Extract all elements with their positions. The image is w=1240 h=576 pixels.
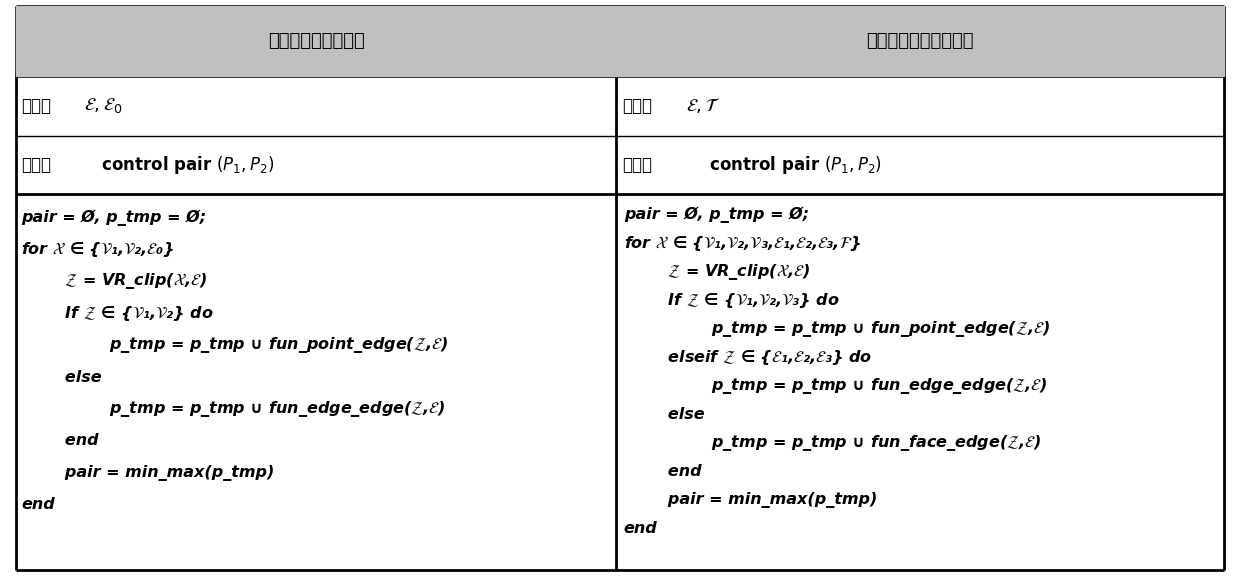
Text: $\mathit{\mathcal{E},\mathcal{T}}$: $\mathit{\mathcal{E},\mathcal{T}}$	[686, 97, 720, 115]
Text: end: end	[21, 497, 55, 512]
Text: pair = Ø, p_tmp = Ø;: pair = Ø, p_tmp = Ø;	[624, 207, 808, 223]
Text: pair = Ø, p_tmp = Ø;: pair = Ø, p_tmp = Ø;	[21, 209, 206, 226]
Text: for $\mathcal{X}$ ∈ {$\mathcal{V}$₁,$\mathcal{V}$₂,$\mathcal{V}$₃,$\mathcal{E}$₁: for $\mathcal{X}$ ∈ {$\mathcal{V}$₁,$\ma…	[624, 234, 861, 253]
Text: 输出：: 输出：	[21, 156, 51, 174]
Text: elseif $\mathcal{Z}$ ∈ {$\mathcal{E}$₁,$\mathcal{E}$₂,$\mathcal{E}$₃} do: elseif $\mathcal{Z}$ ∈ {$\mathcal{E}$₁,$…	[651, 348, 872, 367]
Text: end: end	[48, 434, 99, 449]
Text: $\mathcal{Z}$ = VR_clip($\mathcal{X}$,$\mathcal{E}$): $\mathcal{Z}$ = VR_clip($\mathcal{X}$,$\…	[651, 262, 810, 282]
Text: 线段与线段碰撞检测: 线段与线段碰撞检测	[268, 32, 365, 50]
Text: 输出：: 输出：	[622, 156, 652, 174]
Text: control pair $(P_1, P_2)$: control pair $(P_1, P_2)$	[84, 154, 274, 176]
Text: pair = min_max(p_tmp): pair = min_max(p_tmp)	[651, 492, 878, 509]
Text: else: else	[48, 370, 102, 385]
Text: for $\mathcal{X}$ ∈ {$\mathcal{V}$₁,$\mathcal{V}$₂,$\mathcal{E}$₀}: for $\mathcal{X}$ ∈ {$\mathcal{V}$₁,$\ma…	[21, 240, 175, 259]
Text: p_tmp = p_tmp ∪ fun_edge_edge($\mathcal{Z}$,$\mathcal{E}$): p_tmp = p_tmp ∪ fun_edge_edge($\mathcal{…	[76, 399, 445, 419]
Text: 线段与三角形碰撞检测: 线段与三角形碰撞检测	[867, 32, 973, 50]
Bar	[16, 6, 616, 76]
Text: $\mathit{\mathcal{E},\mathcal{E}_0}$: $\mathit{\mathcal{E},\mathcal{E}_0}$	[84, 97, 123, 115]
Text: If $\mathcal{Z}$ ∈ {$\mathcal{V}$₁,$\mathcal{V}$₂} do: If $\mathcal{Z}$ ∈ {$\mathcal{V}$₁,$\mat…	[48, 304, 213, 323]
Text: 输入：: 输入：	[21, 97, 51, 115]
Text: pair = min_max(p_tmp): pair = min_max(p_tmp)	[48, 465, 275, 481]
Text: $\mathcal{Z}$ = VR_clip($\mathcal{X}$,$\mathcal{E}$): $\mathcal{Z}$ = VR_clip($\mathcal{X}$,$\…	[48, 271, 207, 291]
Text: p_tmp = p_tmp ∪ fun_edge_edge($\mathcal{Z}$,$\mathcal{E}$): p_tmp = p_tmp ∪ fun_edge_edge($\mathcal{…	[678, 376, 1048, 396]
Text: p_tmp = p_tmp ∪ fun_point_edge($\mathcal{Z}$,$\mathcal{E}$): p_tmp = p_tmp ∪ fun_point_edge($\mathcal…	[76, 335, 448, 355]
Text: 输入：: 输入：	[622, 97, 652, 115]
Bar	[616, 6, 1224, 76]
Text: p_tmp = p_tmp ∪ fun_point_edge($\mathcal{Z}$,$\mathcal{E}$): p_tmp = p_tmp ∪ fun_point_edge($\mathcal…	[678, 319, 1050, 339]
Text: If $\mathcal{Z}$ ∈ {$\mathcal{V}$₁,$\mathcal{V}$₂,$\mathcal{V}$₃} do: If $\mathcal{Z}$ ∈ {$\mathcal{V}$₁,$\mat…	[651, 291, 839, 310]
Text: end: end	[651, 464, 702, 479]
Text: p_tmp = p_tmp ∪ fun_face_edge($\mathcal{Z}$,$\mathcal{E}$): p_tmp = p_tmp ∪ fun_face_edge($\mathcal{…	[678, 433, 1042, 453]
Text: else: else	[651, 407, 704, 422]
Text: end: end	[624, 521, 657, 536]
Text: control pair $(P_1, P_2)$: control pair $(P_1, P_2)$	[686, 154, 882, 176]
